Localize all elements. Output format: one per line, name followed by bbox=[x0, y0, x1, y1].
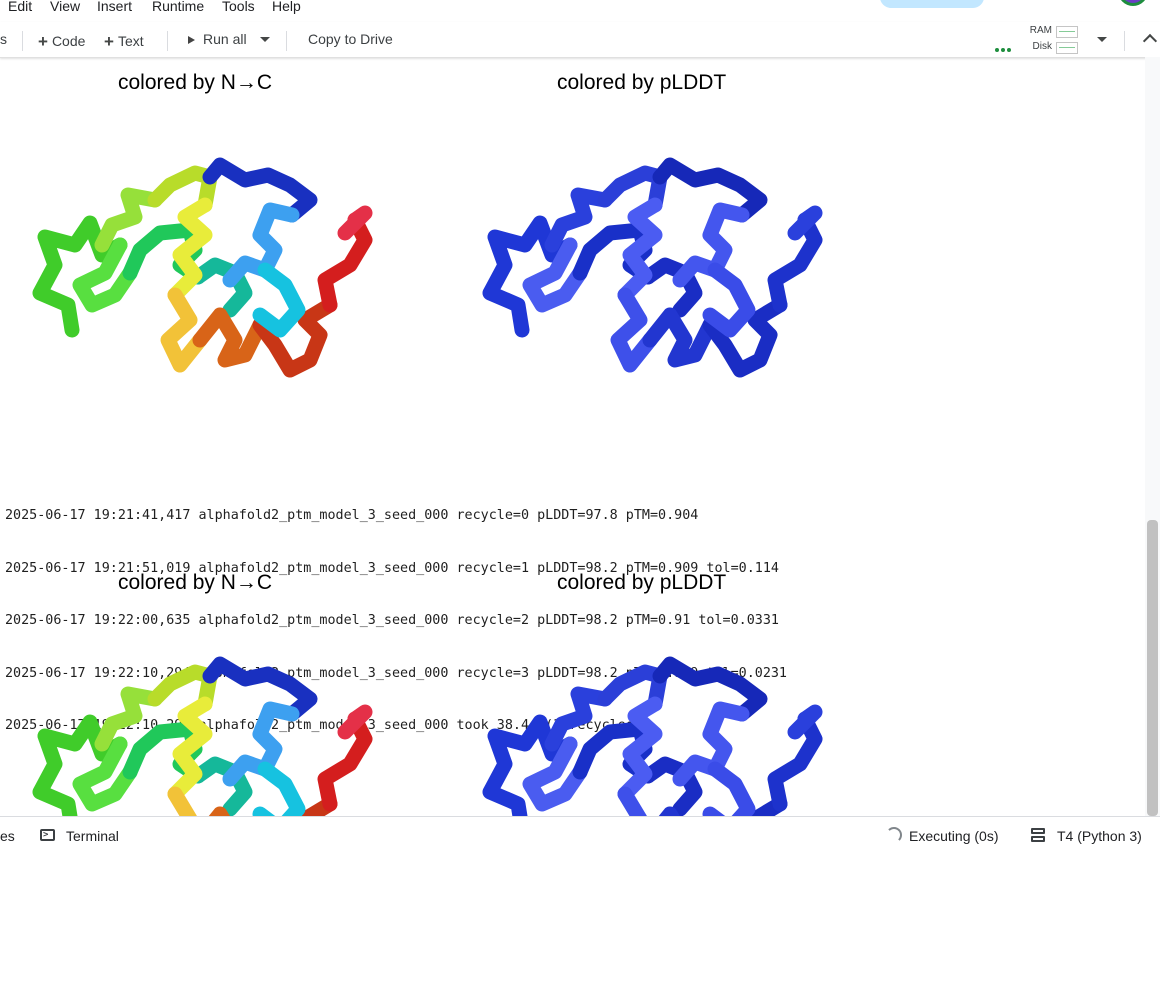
protein-structure-plot bbox=[32, 157, 823, 378]
spinner-icon bbox=[886, 827, 902, 843]
plus-icon: + bbox=[104, 32, 114, 51]
add-code-button[interactable]: + Code bbox=[38, 31, 85, 51]
toolbar-divider bbox=[22, 31, 23, 51]
protein-ribbon-plddt bbox=[482, 656, 823, 816]
cropped-log-text-remnant bbox=[0, 57, 450, 59]
menu-runtime[interactable]: Runtime bbox=[152, 0, 205, 14]
files-tab-partial[interactable]: es bbox=[0, 828, 15, 844]
runtime-type-button[interactable]: T4 (Python 3) bbox=[1057, 828, 1142, 844]
terminal-button[interactable]: Terminal bbox=[66, 828, 119, 844]
execution-status[interactable]: Executing (0s) bbox=[909, 828, 999, 844]
resources-dropdown-chevron-icon[interactable] bbox=[1097, 37, 1107, 42]
notebook-toolbar: s + Code + Text Run all Copy to Drive RAM … bbox=[0, 22, 1160, 58]
disk-usage-meter[interactable] bbox=[1056, 42, 1078, 54]
toolbar-divider bbox=[286, 31, 287, 51]
figure-title-n-to-c: colored by N→C bbox=[118, 571, 273, 594]
account-avatar[interactable] bbox=[1118, 0, 1148, 6]
server-icon bbox=[1031, 828, 1045, 842]
output-scrollbar-thumb[interactable] bbox=[1147, 520, 1158, 816]
protein-ribbon-n-to-c bbox=[32, 656, 373, 816]
log-line: 2025-06-17 19:21:41,417 alphafold2_ptm_m… bbox=[5, 508, 699, 523]
protein-ribbon-plddt bbox=[482, 157, 823, 378]
terminal-icon[interactable]: > bbox=[40, 829, 55, 841]
menu-bar: Edit View Insert Runtime Tools Help bbox=[0, 0, 1160, 22]
menu-help[interactable]: Help bbox=[272, 0, 301, 14]
disk-label: Disk bbox=[1032, 41, 1052, 52]
ram-label: RAM bbox=[1029, 25, 1052, 36]
copy-to-drive-button[interactable]: Copy to Drive bbox=[308, 31, 393, 47]
protein-structure-plot bbox=[32, 656, 823, 816]
figure-title-plddt: colored by pLDDT bbox=[557, 571, 727, 594]
play-icon bbox=[188, 36, 195, 44]
log-line: 2025-06-17 19:21:51,019 alphafold2_ptm_m… bbox=[5, 560, 779, 576]
share-button[interactable] bbox=[880, 0, 984, 8]
more-dots-icon[interactable] bbox=[995, 39, 1013, 57]
chevron-up-icon[interactable] bbox=[1142, 33, 1158, 49]
protein-ribbon-n-to-c bbox=[32, 157, 373, 378]
toolbar-divider bbox=[167, 31, 168, 51]
menu-view[interactable]: View bbox=[50, 0, 81, 14]
add-text-label: Text bbox=[117, 33, 144, 49]
add-text-button[interactable]: + Text bbox=[104, 31, 144, 51]
figure-title-plddt: colored by pLDDT bbox=[557, 71, 727, 94]
plus-icon: + bbox=[38, 32, 48, 51]
log-line: 2025-06-17 19:22:00,635 alphafold2_ptm_m… bbox=[5, 613, 779, 628]
cell-output-area: colored by N→C colored by pLDDT bbox=[0, 57, 1145, 816]
toolbar-partial-label[interactable]: s bbox=[0, 31, 7, 47]
run-all-dropdown-chevron-icon[interactable] bbox=[260, 37, 270, 42]
status-bar: es > Terminal Executing (0s) T4 (Python … bbox=[0, 816, 1160, 855]
toolbar-divider bbox=[1124, 31, 1125, 51]
ram-usage-meter[interactable] bbox=[1056, 26, 1078, 38]
run-all-label: Run all bbox=[203, 31, 247, 47]
menu-edit[interactable]: Edit bbox=[8, 0, 33, 14]
add-code-label: Code bbox=[51, 33, 86, 49]
menu-tools[interactable]: Tools bbox=[222, 0, 255, 14]
run-all-button[interactable]: Run all bbox=[188, 31, 247, 47]
menu-insert[interactable]: Insert bbox=[97, 0, 133, 14]
figure-title-n-to-c: colored by N→C bbox=[118, 71, 273, 94]
